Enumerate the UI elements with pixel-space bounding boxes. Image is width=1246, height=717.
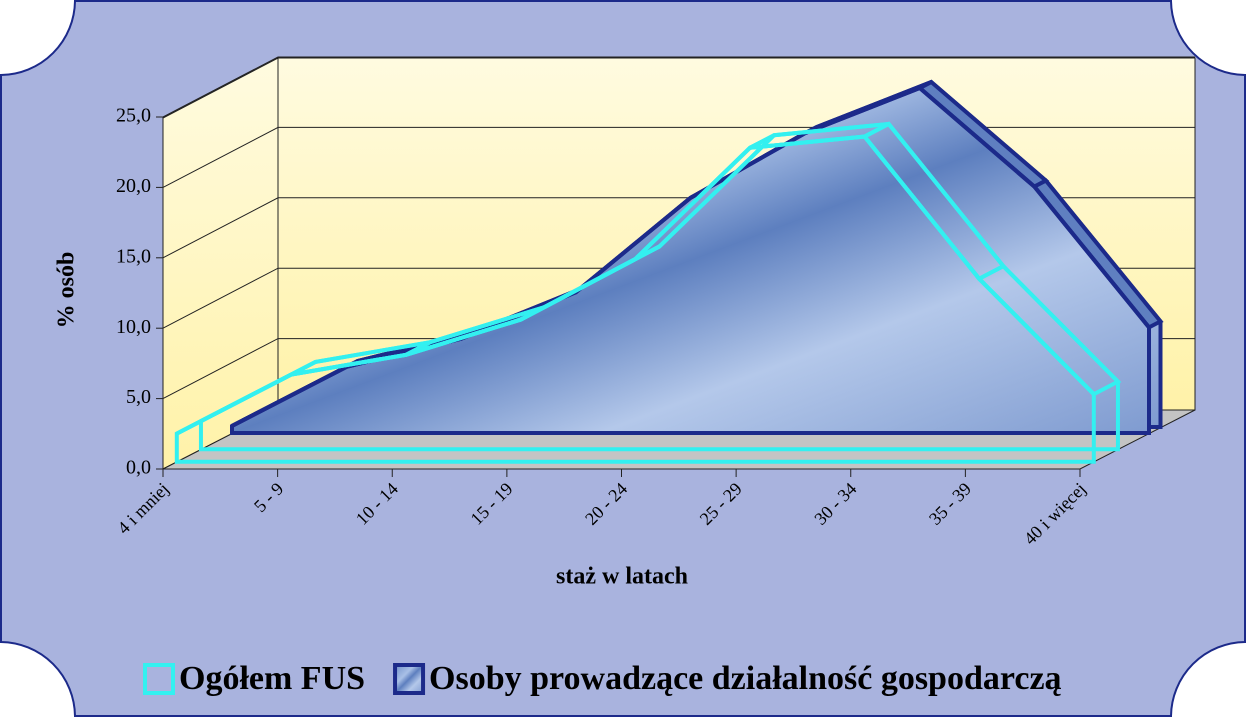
y-tick-label: 0,0 — [126, 457, 151, 479]
legend-label: Osoby prowadzące działalność gospodarczą — [429, 660, 1062, 697]
y-tick-label: 10,0 — [116, 316, 151, 338]
legend-label: Ogółem FUS — [179, 660, 365, 697]
side-wall — [162, 57, 279, 470]
x-axis-title: staż w latach — [556, 564, 688, 590]
y-tick-label: 5,0 — [126, 386, 151, 408]
area-line — [175, 134, 1096, 436]
y-tick-label: 15,0 — [116, 245, 151, 267]
y-tick-label: 25,0 — [116, 105, 151, 127]
legend-swatch — [393, 663, 426, 695]
grid-line — [162, 56, 1195, 118]
y-axis-title: % osób — [54, 252, 80, 329]
legend-swatch — [143, 663, 175, 695]
y-tick-label: 20,0 — [116, 175, 151, 197]
